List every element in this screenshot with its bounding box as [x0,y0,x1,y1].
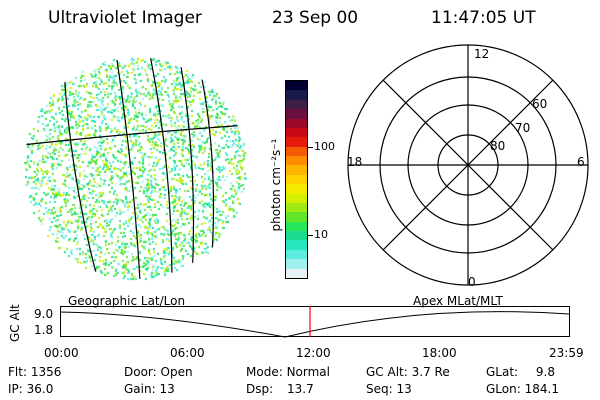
altitude-curve [60,311,570,338]
x-tick-label: 00:00 [44,346,79,360]
x-tick-label: 06:00 [170,346,205,360]
mlt-label-bottom: 0 [468,275,476,289]
mlt-label-right: 6 [577,155,585,169]
status-ip: IP: 36.0 [8,382,53,396]
status-glon: GLon: 184.1 [486,382,559,396]
status-label: Gain: [124,382,156,396]
status-value: 36.0 [26,382,54,396]
status-label: GLon: [486,382,521,396]
colorbar [285,80,308,279]
auroral-image [22,55,248,281]
status-value: Normal [286,365,330,379]
latitude-line [24,124,246,146]
colorbar-segment [286,240,307,250]
status-value: 3.7 Re [411,365,450,379]
x-tick-label: 23:59 [549,346,584,360]
colorbar-segment [286,268,307,278]
instrument-title: Ultraviolet Imager [48,8,202,28]
mlt-diagonal [382,79,554,251]
status-value: 1356 [30,365,62,379]
colorbar-segment [286,127,307,138]
image-time: 11:47:05 UT [431,8,536,28]
colorbar-segment [286,146,307,156]
colorbar-segment [286,259,307,269]
colorbar-segment [286,202,307,213]
colorbar-tick [307,235,313,236]
colorbar-segment [286,165,307,175]
status-label: Mode: [246,365,283,379]
image-date: 23 Sep 00 [272,8,359,28]
status-label: Seq: [366,382,393,396]
colorbar-segment [286,118,307,128]
status-value: Open [160,365,193,379]
status-seq: Seq: 13 [366,382,412,396]
timeline-yaxis-label: GC Alt [8,304,22,342]
status-flt: Flt: 1356 [8,365,61,379]
altitude-timeline-plot [60,306,570,338]
status-label: GLat: [486,365,519,379]
geographic-grid-overlay [24,57,246,279]
longitude-line [199,68,215,256]
x-tick-label: 18:00 [422,346,457,360]
longitude-line [63,68,99,279]
lat-label-70: 70 [515,121,530,135]
y-tick-label: 1.8 [34,323,54,337]
longitude-line [179,59,195,279]
mlt-label-left: 18 [347,155,362,169]
lat-label-80: 80 [490,139,505,153]
polar-mlt-plot: 12 18 6 0 60 70 80 [347,44,589,289]
colorbar-segment [286,109,307,119]
status-label: IP: [8,382,23,396]
status-door: Door: Open [124,365,193,379]
colorbar-segment [286,90,307,100]
status-gain: Gain: 13 [124,382,175,396]
status-mode: Mode: Normal [246,365,330,379]
status-label: Door: [124,365,157,379]
colorbar-tick-label: 10 [314,228,328,241]
colorbar-segment [286,221,307,231]
status-dsp: Dsp: 13.7 [246,382,314,396]
status-label: Flt: [8,365,27,379]
colorbar-tick [307,147,313,148]
status-value: 184.1 [524,382,559,396]
status-value: 9.8 [535,365,556,379]
longitude-line [116,59,141,279]
colorbar-segment [286,231,307,241]
colorbar-segment [286,184,307,194]
y-tick-label: 9.0 [34,307,54,321]
status-gc-alt: GC Alt: 3.7 Re [366,365,450,379]
status-label: Dsp: [246,382,274,396]
lat-label-60: 60 [532,97,547,111]
colorbar-segment [286,81,307,91]
colorbar-segment [286,156,307,166]
geographic-label: Geographic Lat/Lon [68,294,186,308]
status-label: GC Alt: [366,365,408,379]
colorbar-segment [286,212,307,222]
status-value: 13 [159,382,175,396]
status-value: 13 [396,382,412,396]
status-glat: GLat: 9.8 [486,365,555,379]
status-value: 13.7 [286,382,314,396]
colorbar-segment [286,137,307,147]
colorbar-segment [286,249,307,260]
colorbar-unit-label: photon cm⁻²s⁻¹ [269,138,283,232]
apex-label: Apex MLat/MLT [413,294,503,308]
x-tick-label: 12:00 [296,346,331,360]
colorbar-segment [286,99,307,110]
colorbar-segment [286,174,307,185]
colorbar-tick-label: 100 [314,140,335,153]
mlt-label-top: 12 [474,47,489,61]
colorbar-segment [286,193,307,203]
longitude-line [149,57,173,279]
